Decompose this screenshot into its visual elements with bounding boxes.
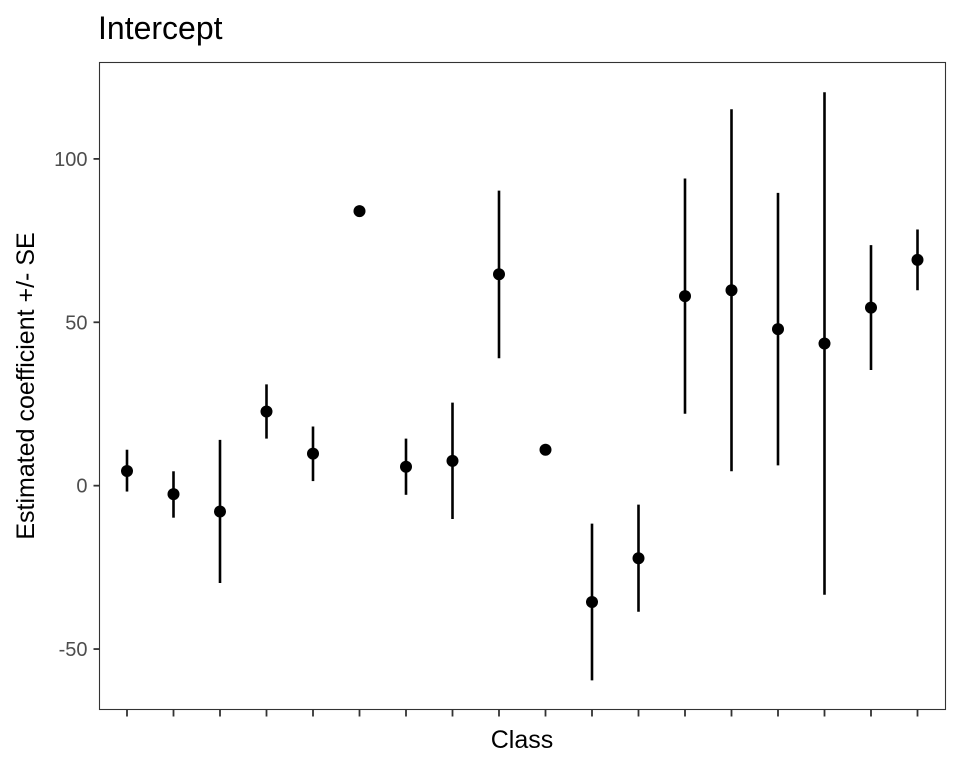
data-point (911, 253, 924, 266)
data-point (260, 405, 273, 418)
y-tick-label: 0 (76, 476, 87, 498)
data-point (632, 552, 645, 565)
y-tick-label: 50 (65, 312, 87, 334)
series-points (121, 92, 924, 681)
y-axis-title: Estimated coefficient +/- SE (12, 232, 40, 539)
data-point (446, 454, 459, 467)
y-tick-label: 100 (54, 149, 87, 171)
data-point (725, 284, 738, 297)
data-point (865, 301, 877, 314)
plot-panel (98, 61, 947, 711)
data-point (818, 337, 831, 350)
data-point (679, 290, 691, 303)
data-point (772, 323, 784, 336)
data-point (167, 488, 180, 501)
data-point (586, 595, 598, 608)
y-tick-label: -50 (59, 639, 88, 661)
data-point (307, 447, 319, 460)
y-axis: -50 0 50 100 (54, 149, 100, 661)
chart-title: Intercept (98, 10, 223, 46)
x-axis-title: Class (491, 726, 554, 754)
data-point (353, 205, 366, 218)
data-point (400, 460, 412, 473)
data-point (121, 464, 133, 477)
data-point (539, 443, 552, 456)
data-point (214, 505, 226, 518)
data-point (493, 268, 505, 281)
x-axis (126, 709, 919, 717)
